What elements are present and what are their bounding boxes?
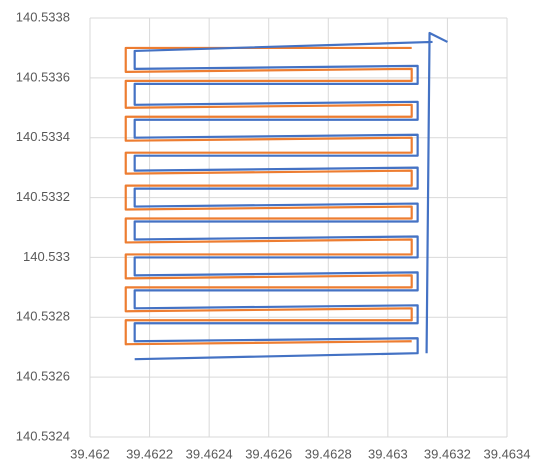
y-tick-label: 140.5338 <box>16 9 70 24</box>
y-tick-label: 140.5334 <box>16 129 70 144</box>
y-tick-label: 140.5328 <box>16 309 70 324</box>
series-line <box>124 46 413 346</box>
x-tick-label: 39.4626 <box>245 446 292 461</box>
x-tick-label: 39.4622 <box>126 446 173 461</box>
y-tick-label: 140.533 <box>23 249 70 264</box>
x-tick-label: 39.462 <box>70 446 110 461</box>
x-tick-label: 39.4628 <box>305 446 352 461</box>
x-tick-label: 39.4632 <box>424 446 471 461</box>
y-tick-label: 140.5326 <box>16 369 70 384</box>
y-tick-label: 140.5332 <box>16 189 70 204</box>
y-tick-label: 140.5324 <box>16 428 70 443</box>
series-line <box>133 31 448 361</box>
x-tick-label: 39.463 <box>368 446 408 461</box>
y-tick-label: 140.5336 <box>16 69 70 84</box>
x-tick-label: 39.4624 <box>186 446 233 461</box>
x-tick-label: 39.4634 <box>484 446 531 461</box>
